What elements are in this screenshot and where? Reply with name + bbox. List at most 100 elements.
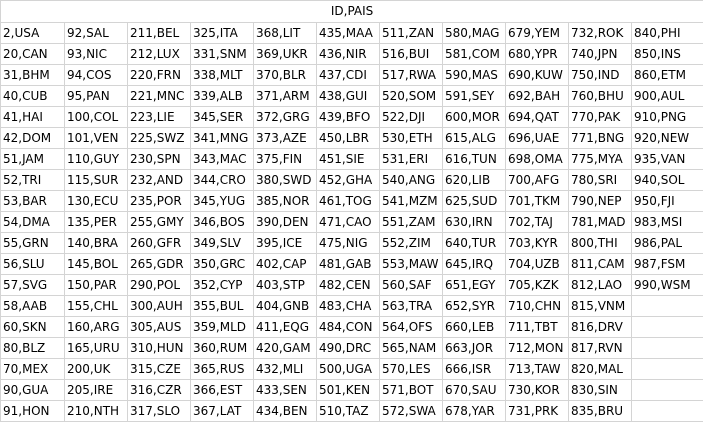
table-cell[interactable]: 155,CHL [65, 296, 128, 317]
table-cell[interactable]: 385,NOR [254, 191, 317, 212]
table-cell[interactable]: 551,ZAM [380, 212, 443, 233]
table-cell[interactable]: 581,COM [443, 44, 506, 65]
table-cell[interactable]: 590,MAS [443, 65, 506, 86]
table-cell[interactable]: 165,URU [65, 338, 128, 359]
table-cell[interactable]: 31,BHM [1, 65, 65, 86]
table-cell[interactable]: 434,BEN [254, 401, 317, 422]
table-cell[interactable]: 645,IRQ [443, 254, 506, 275]
table-cell[interactable]: 435,MAA [317, 23, 380, 44]
table-cell[interactable]: 93,NIC [65, 44, 128, 65]
table-cell[interactable]: 990,WSM [632, 275, 703, 296]
table-cell[interactable]: 140,BRA [65, 233, 128, 254]
table-cell[interactable]: 232,AND [128, 170, 191, 191]
table-cell[interactable]: 830,SIN [569, 380, 632, 401]
table-cell[interactable]: 790,NEP [569, 191, 632, 212]
table-cell[interactable]: 90,GUA [1, 380, 65, 401]
table-cell[interactable]: 910,PNG [632, 107, 703, 128]
table-cell[interactable]: 482,CEN [317, 275, 380, 296]
table-cell[interactable]: 694,QAT [506, 107, 569, 128]
table-cell[interactable]: 710,CHN [506, 296, 569, 317]
table-cell[interactable]: 987,FSM [632, 254, 703, 275]
table-cell[interactable]: 530,ETH [380, 128, 443, 149]
table-cell[interactable]: 461,TOG [317, 191, 380, 212]
table-cell[interactable]: 481,GAB [317, 254, 380, 275]
table-cell[interactable]: 696,UAE [506, 128, 569, 149]
table-cell[interactable]: 368,LIT [254, 23, 317, 44]
table-cell[interactable]: 20,CAN [1, 44, 65, 65]
table-cell[interactable]: 438,GUI [317, 86, 380, 107]
table-cell[interactable]: 702,TAJ [506, 212, 569, 233]
table-cell[interactable]: 350,GRC [191, 254, 254, 275]
table-cell[interactable]: 110,GUY [65, 149, 128, 170]
table-cell[interactable]: 471,CAO [317, 212, 380, 233]
table-cell[interactable]: 780,SRI [569, 170, 632, 191]
table-cell[interactable]: 420,GAM [254, 338, 317, 359]
table-cell[interactable]: 404,GNB [254, 296, 317, 317]
table-cell[interactable]: 325,ITA [191, 23, 254, 44]
table-cell[interactable]: 563,TRA [380, 296, 443, 317]
table-cell[interactable]: 70,MEX [1, 359, 65, 380]
table-cell[interactable]: 516,BUI [380, 44, 443, 65]
table-cell[interactable]: 950,FJI [632, 191, 703, 212]
table-cell[interactable]: 355,BUL [191, 296, 254, 317]
table-cell[interactable]: 290,POL [128, 275, 191, 296]
table-cell[interactable]: 501,KEN [317, 380, 380, 401]
table-cell[interactable]: 403,STP [254, 275, 317, 296]
table-cell[interactable]: 352,CYP [191, 275, 254, 296]
table-cell[interactable]: 711,TBT [506, 317, 569, 338]
table-cell[interactable]: 700,AFG [506, 170, 569, 191]
table-cell[interactable]: 390,DEN [254, 212, 317, 233]
table-cell[interactable]: 205,IRE [65, 380, 128, 401]
table-cell[interactable]: 60,SKN [1, 317, 65, 338]
table-cell[interactable]: 817,RVN [569, 338, 632, 359]
table-cell[interactable]: 815,VNM [569, 296, 632, 317]
table-cell[interactable]: 52,TRI [1, 170, 65, 191]
table-cell[interactable]: 771,BNG [569, 128, 632, 149]
table-cell[interactable]: 552,ZIM [380, 233, 443, 254]
table-cell[interactable]: 541,MZM [380, 191, 443, 212]
table-cell[interactable]: 55,GRN [1, 233, 65, 254]
table-cell[interactable]: 565,NAM [380, 338, 443, 359]
table-cell[interactable]: 41,HAI [1, 107, 65, 128]
table-cell[interactable]: 800,THI [569, 233, 632, 254]
table-cell[interactable]: 820,MAL [569, 359, 632, 380]
table-cell[interactable]: 680,YPR [506, 44, 569, 65]
table-cell[interactable]: 663,JOR [443, 338, 506, 359]
table-cell[interactable]: 570,LES [380, 359, 443, 380]
table-cell[interactable]: 345,SER [191, 107, 254, 128]
table-cell[interactable]: 346,BOS [191, 212, 254, 233]
table-cell[interactable]: 255,GMY [128, 212, 191, 233]
table-cell[interactable]: 580,MAG [443, 23, 506, 44]
table-cell[interactable]: 940,SOL [632, 170, 703, 191]
table-cell[interactable]: 983,MSI [632, 212, 703, 233]
table-cell[interactable]: 411,EQG [254, 317, 317, 338]
table-cell[interactable]: 40,CUB [1, 86, 65, 107]
table-cell[interactable]: 860,ETM [632, 65, 703, 86]
table-cell[interactable]: 42,DOM [1, 128, 65, 149]
table-cell[interactable]: 91,HON [1, 401, 65, 422]
table-cell[interactable]: 437,CDI [317, 65, 380, 86]
table-cell[interactable]: 850,INS [632, 44, 703, 65]
table-cell[interactable]: 160,ARG [65, 317, 128, 338]
table-cell[interactable]: 679,YEM [506, 23, 569, 44]
table-cell[interactable]: 511,ZAN [380, 23, 443, 44]
table-cell[interactable]: 520,SOM [380, 86, 443, 107]
table-cell[interactable]: 651,EGY [443, 275, 506, 296]
table-cell[interactable]: 395,ICE [254, 233, 317, 254]
table-cell[interactable]: 475,NIG [317, 233, 380, 254]
table-cell[interactable]: 666,ISR [443, 359, 506, 380]
table-cell[interactable]: 225,SWZ [128, 128, 191, 149]
table-cell[interactable]: 344,CRO [191, 170, 254, 191]
table-cell[interactable]: 341,MNG [191, 128, 254, 149]
table-cell[interactable]: 220,FRN [128, 65, 191, 86]
table-cell[interactable]: 620,LIB [443, 170, 506, 191]
table-cell[interactable]: 986,PAL [632, 233, 703, 254]
table-cell[interactable]: 600,MOR [443, 107, 506, 128]
table-cell[interactable]: 53,BAR [1, 191, 65, 212]
table-cell[interactable]: 713,TAW [506, 359, 569, 380]
table-cell[interactable] [632, 380, 703, 401]
table-cell[interactable]: 670,SAU [443, 380, 506, 401]
table-cell[interactable]: 452,GHA [317, 170, 380, 191]
table-cell[interactable]: 692,BAH [506, 86, 569, 107]
table-cell[interactable]: 58,AAB [1, 296, 65, 317]
